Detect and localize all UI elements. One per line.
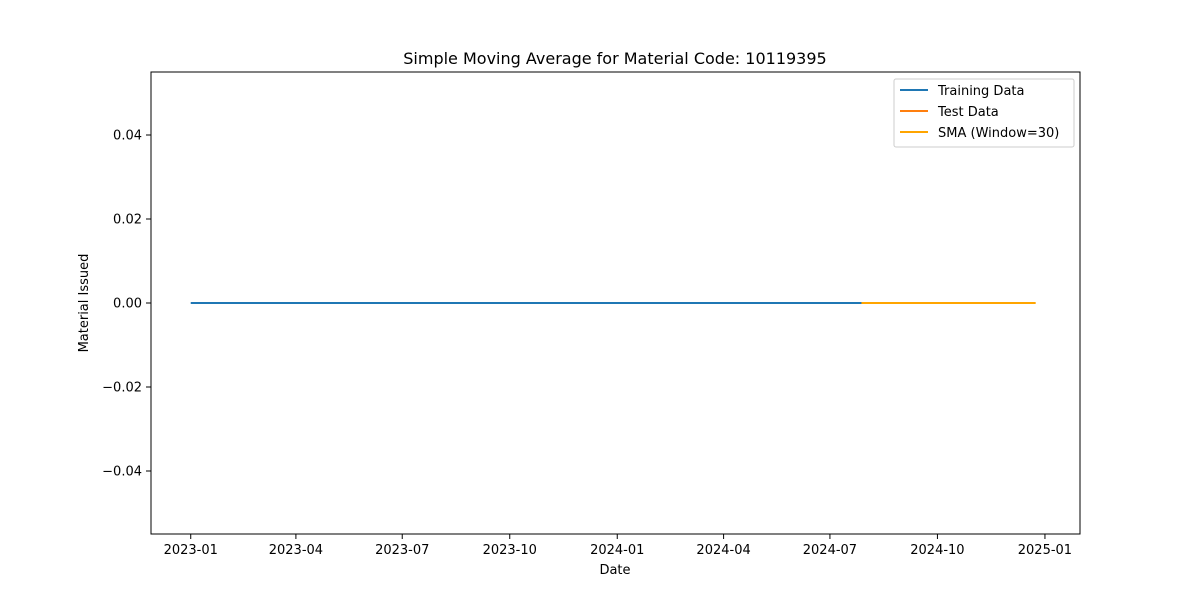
x-tick-label: 2023-04 [269, 543, 323, 558]
y-tick-label: −0.04 [102, 465, 142, 480]
legend-entry-sma: SMA (Window=30) [900, 126, 1059, 141]
x-tick-label: 2024-01 [590, 543, 644, 558]
y-axis-label: Material Issued [77, 254, 92, 353]
x-tick-label: 2024-04 [696, 543, 750, 558]
x-tick-label: 2023-01 [164, 543, 218, 558]
x-tick-label: 2024-07 [803, 543, 857, 558]
x-axis-label: Date [599, 563, 630, 578]
legend-label-sma: SMA (Window=30) [938, 126, 1059, 141]
legend-frame [893, 78, 1075, 148]
y-axis: 0.04 0.02 0.00 −0.02 −0.04 [102, 129, 151, 480]
x-tick-label: 2023-07 [375, 543, 429, 558]
legend-label-training: Training Data [937, 84, 1024, 99]
x-tick-label: 2024-10 [910, 543, 964, 558]
x-tick-label: 2023-10 [483, 543, 537, 558]
legend-entry-training: Training Data [900, 84, 1024, 99]
y-tick-label: 0.02 [113, 213, 142, 228]
y-tick-label: 0.00 [113, 297, 142, 312]
x-tick-label: 2025-01 [1018, 543, 1072, 558]
x-axis: 2023-01 2023-04 2023-07 2023-10 2024-01 2024-… [164, 534, 1072, 558]
chart-title: Simple Moving Average for Material Code:… [403, 49, 826, 68]
y-tick-label: −0.02 [102, 381, 142, 396]
legend-label-test: Test Data [937, 105, 999, 120]
legend: Training Data Test Data SMA (Window=30) [893, 78, 1075, 148]
y-tick-label: 0.04 [113, 129, 142, 144]
legend-entry-test: Test Data [900, 105, 999, 120]
